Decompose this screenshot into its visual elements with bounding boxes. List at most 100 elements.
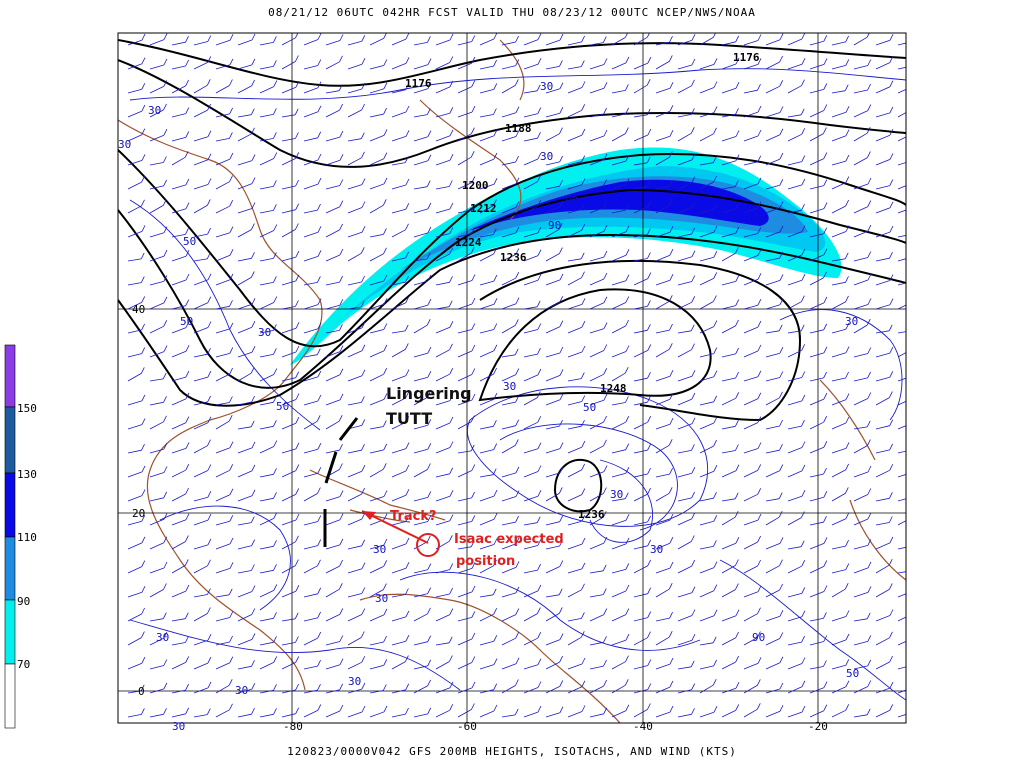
wind-barb-flag [845,59,850,66]
wind-barb-flag [273,468,277,475]
wind-barb-flag [559,180,563,187]
wind-barb [215,469,230,478]
wind-barb-flag [537,226,542,234]
wind-barb-flag [779,464,784,471]
wind-barb-flag [493,538,498,545]
wind-barb-flag [141,199,145,206]
wind-barb [457,591,473,598]
wind-barb-flag [426,108,431,115]
wind-barb-flag [493,489,498,497]
wind-barb [501,303,517,310]
wind-barb [171,113,186,118]
wind-barb-flag [735,464,740,471]
wind-barb-flag [889,274,894,281]
wind-barb [391,494,407,502]
wind-barb [171,519,187,526]
wind-barb-flag [449,80,454,88]
wind-barb-flag [185,707,190,714]
wind-barb-flag [404,324,409,332]
wind-barb-flag [867,539,872,546]
wind-barb-flag [647,416,652,423]
wind-barb [523,181,538,190]
wind-barb [215,709,230,718]
wind-barb [875,257,890,262]
wind-barb [149,325,164,334]
wind-barb-flag [295,81,300,88]
wind-barb-flag [427,535,431,542]
wind-barb [545,375,561,382]
wind-barb-flag [603,636,607,643]
wind-barb-flag [405,276,409,283]
wind-barb [787,711,803,718]
wind-barb [699,546,714,550]
wind-barb-flag [823,202,828,209]
wind-barb-flag [295,203,300,210]
wind-barb-flag [383,490,388,497]
wind-barb [743,326,759,334]
wind-barb [831,231,847,238]
wind-barb [611,569,626,574]
wind-barb-flag [295,371,300,378]
wind-barb-flag [141,394,146,402]
wind-barb-flag [867,680,872,687]
wind-barb-flag [448,535,453,542]
wind-barb-flag [845,416,850,424]
wind-barb [853,304,869,310]
wind-barb-flag [823,585,828,592]
wind-barb-flag [338,415,343,422]
wind-barb-flag [823,560,828,567]
wind-barb-flag [383,298,388,305]
wind-barb-flag [317,81,322,88]
wind-barb-flag [647,659,652,666]
wind-barb-flag [691,683,696,690]
wind-barb [457,546,472,550]
wind-barb-flag [383,107,387,115]
legend-label-150: 150 [17,402,37,415]
wind-barb [193,109,208,118]
wind-barb [633,62,649,70]
wind-barb-flag [405,391,409,399]
wind-barb [325,689,340,694]
wind-barb-flag [867,200,872,207]
wind-barb [479,689,494,694]
wind-barb-flag [866,420,871,428]
wind-barb-flag [427,607,431,614]
wind-barb [809,591,825,598]
legend-label-110: 110 [17,531,37,544]
wind-barb-flag [471,585,476,593]
wind-barb [237,257,252,262]
wind-barb-flag [295,132,299,139]
wind-barb-flag [449,608,454,615]
wind-barb [435,593,450,598]
wind-barb-flag [713,225,718,233]
wind-barb-flag [317,559,321,566]
wind-barb-flag [361,608,366,615]
wind-barb [479,158,495,166]
wind-barb [259,354,274,358]
tutt-annotation: Lingering TUTT [323,384,472,547]
wind-barb-flag [273,512,278,519]
wind-barb-flag [912,540,915,546]
wind-barb [831,41,846,46]
wind-barb [413,352,429,358]
wind-barb-flag [735,392,740,399]
wind-barb [765,158,781,166]
wind-barb [501,685,516,694]
wind-barb [743,470,758,478]
wind-barb [897,546,906,550]
wind-barb [435,233,450,238]
wind-barb [215,232,231,238]
wind-barb-flag [624,679,629,686]
wind-barb [897,66,906,70]
wind-barb-flag [405,515,410,522]
wind-barb [633,186,648,190]
wind-barb-flag [185,202,190,209]
isotach-labels: 30 30 50 50 30 50 90 90 30 50 30 30 30 3… [118,80,859,733]
wind-barb-flag [471,344,476,352]
wind-barb [743,161,758,166]
isotach-label: 30 [235,684,248,697]
wind-barb [765,112,781,118]
wind-barb-flag [339,608,344,615]
wind-barb [897,377,906,382]
wind-barb [193,687,209,694]
